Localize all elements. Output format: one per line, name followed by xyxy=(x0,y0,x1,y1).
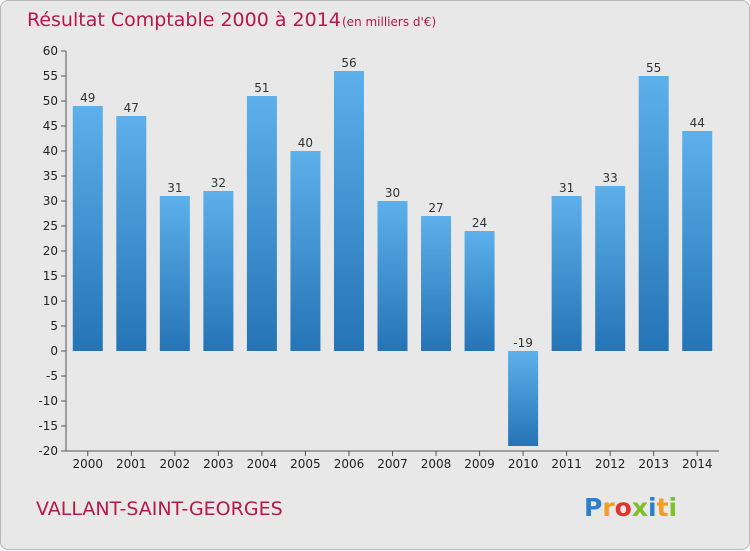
x-tick-label: 2003 xyxy=(203,457,234,471)
data-label: 24 xyxy=(472,216,487,230)
data-label: 56 xyxy=(341,56,356,70)
bar-2001 xyxy=(116,116,147,351)
bar-2011 xyxy=(551,196,582,351)
bar-2006 xyxy=(333,71,364,351)
x-tick-label: 2008 xyxy=(421,457,452,471)
data-label: 27 xyxy=(428,201,443,215)
y-tick-label: 5 xyxy=(50,319,58,333)
bar-2010 xyxy=(508,351,539,446)
chart-title: Résultat Comptable 2000 à 2014 xyxy=(27,9,341,31)
bar-2013 xyxy=(638,76,669,351)
y-tick-label: 0 xyxy=(50,344,58,358)
x-axis: 2000 2001 2002 2003 2004 2005 2006 2007 2008 2009… xyxy=(72,451,713,471)
y-tick-label: -10 xyxy=(38,394,58,408)
y-tick-label: 50 xyxy=(43,94,58,108)
bar-2014 xyxy=(682,131,713,351)
x-tick-label: 2010 xyxy=(508,457,539,471)
chart-subtitle: (en milliers d'€) xyxy=(342,15,436,29)
logo-letter: r xyxy=(602,493,615,522)
logo-letter: x xyxy=(632,493,648,522)
x-tick-label: 2001 xyxy=(116,457,147,471)
logo-letter: i xyxy=(648,493,657,522)
bar-2003 xyxy=(203,191,234,351)
x-tick-label: 2007 xyxy=(377,457,408,471)
y-tick-label: -20 xyxy=(38,444,58,458)
x-tick-label: 2005 xyxy=(290,457,321,471)
x-tick-label: 2002 xyxy=(160,457,191,471)
x-tick-label: 2012 xyxy=(595,457,626,471)
bar-2004 xyxy=(246,96,277,351)
logo-letter: i xyxy=(669,493,678,522)
y-tick-label: 40 xyxy=(43,144,58,158)
data-label: 32 xyxy=(211,176,226,190)
y-tick-label: 55 xyxy=(43,69,58,83)
commune-name: VALLANT-SAINT-GEORGES xyxy=(36,498,283,520)
x-tick-label: 2006 xyxy=(334,457,365,471)
bar-2000 xyxy=(72,106,103,351)
bar-2005 xyxy=(290,151,321,351)
proxiti-logo: Proxiti xyxy=(584,493,677,522)
x-tick-label: 2011 xyxy=(551,457,582,471)
data-label: 30 xyxy=(385,186,400,200)
y-tick-label: -15 xyxy=(38,419,58,433)
bar-2008 xyxy=(421,216,452,351)
y-tick-label: -5 xyxy=(46,369,58,383)
y-tick-label: 15 xyxy=(43,269,58,283)
bar-2009 xyxy=(464,231,495,351)
bar-2012 xyxy=(595,186,626,351)
data-label: 31 xyxy=(559,181,574,195)
y-tick-label: 30 xyxy=(43,194,58,208)
y-tick-label: 45 xyxy=(43,119,58,133)
x-tick-label: 2013 xyxy=(638,457,669,471)
logo-letter: P xyxy=(584,493,602,522)
data-label: 40 xyxy=(298,136,313,150)
data-label: 44 xyxy=(690,116,705,130)
y-tick-label: 20 xyxy=(43,244,58,258)
data-label: -19 xyxy=(513,336,533,350)
x-tick-label: 2014 xyxy=(682,457,713,471)
logo-letter: t xyxy=(657,493,669,522)
data-label: 49 xyxy=(80,91,95,105)
x-tick-label: 2004 xyxy=(247,457,278,471)
y-tick-label: 10 xyxy=(43,294,58,308)
data-label: 31 xyxy=(167,181,182,195)
bars: 49 47 31 32 51 40 56 30 27 24 -19 31 33 55 44 xyxy=(72,56,713,446)
data-label: 55 xyxy=(646,61,661,75)
bar-2002 xyxy=(159,196,190,351)
data-label: 51 xyxy=(254,81,269,95)
data-label: 33 xyxy=(603,171,618,185)
y-tick-label: 60 xyxy=(43,44,58,58)
logo-letter: o xyxy=(615,493,632,522)
data-label: 47 xyxy=(124,101,139,115)
y-tick-label: 25 xyxy=(43,219,58,233)
bar-2007 xyxy=(377,201,408,351)
y-tick-label: 35 xyxy=(43,169,58,183)
x-tick-label: 2000 xyxy=(72,457,103,471)
x-tick-label: 2009 xyxy=(464,457,495,471)
